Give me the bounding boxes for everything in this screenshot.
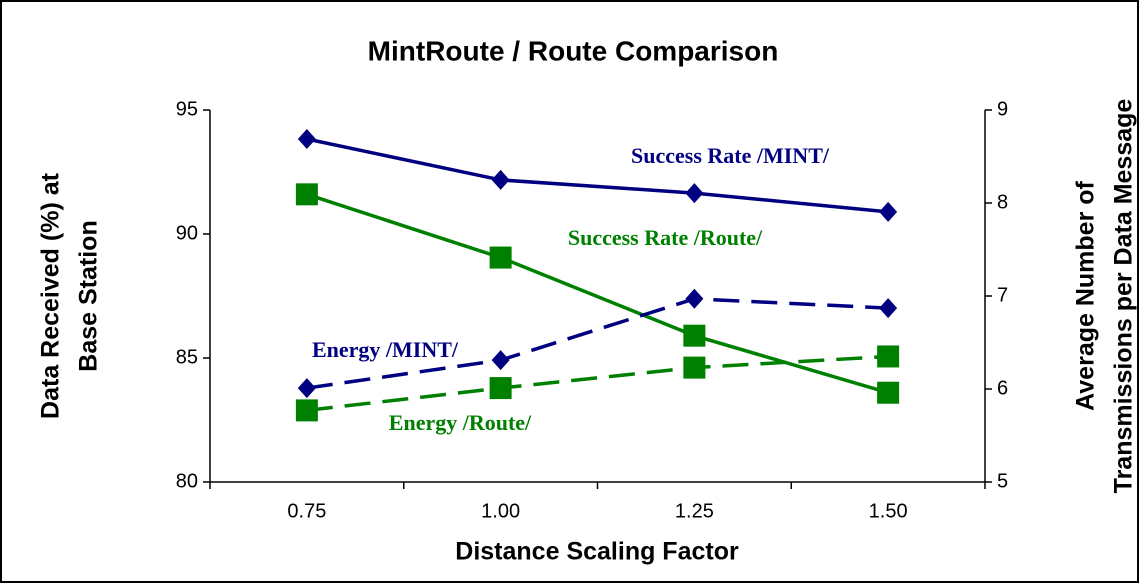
y2-tick-label: 9: [997, 98, 1008, 120]
marker: [295, 399, 318, 422]
marker: [489, 246, 512, 269]
series-line: [306, 297, 889, 390]
marker: [295, 183, 318, 206]
series-line: [306, 192, 889, 395]
marker: [491, 350, 510, 371]
marker: [877, 345, 900, 368]
y2-axis-title-line: Average Number of: [1072, 180, 1100, 410]
marker: [489, 377, 512, 400]
series-label: Energy /MINT/: [312, 337, 459, 362]
x-tick-label: 1.25: [675, 500, 714, 522]
x-tick-label: 1.00: [481, 500, 520, 522]
marker: [877, 381, 900, 404]
y2-tick-label: 6: [997, 377, 1008, 399]
y-tick-label: 95: [176, 98, 198, 120]
y-axis-title: Data Received (%) at Base Station: [37, 172, 103, 419]
y2-tick-label: 8: [997, 191, 1008, 213]
marker: [683, 324, 706, 347]
y2-axis-title-line: Transmissions per Data Message: [1110, 99, 1138, 494]
series-label: Success Rate /MINT/: [631, 143, 830, 168]
chart-title: MintRoute / Route Comparison: [368, 35, 779, 66]
marker: [879, 201, 898, 222]
marker: [685, 288, 704, 309]
y-tick-label: 85: [176, 346, 198, 368]
marker: [297, 129, 316, 150]
y-axis-title-line: Data Received (%) at: [37, 172, 65, 419]
series-label: Energy /Route/: [389, 410, 532, 435]
marker: [683, 356, 706, 379]
series-line: [306, 354, 889, 413]
x-tick-label: 1.50: [869, 500, 908, 522]
y2-axis-title: Average Number of Transmissions per Data…: [1072, 99, 1138, 494]
y-axis-title-line: Base Station: [75, 220, 103, 371]
x-axis-title: Distance Scaling Factor: [455, 538, 739, 566]
marker: [685, 183, 704, 204]
y2-tick-label: 7: [997, 284, 1008, 306]
x-tick-label: 0.75: [287, 500, 326, 522]
y-tick-label: 80: [176, 470, 198, 492]
y2-tick-label: 5: [997, 470, 1008, 492]
marker: [879, 298, 898, 319]
y-tick-label: 90: [176, 222, 198, 244]
marker: [297, 378, 316, 399]
marker: [491, 169, 510, 190]
series-label: Success Rate /Route/: [568, 225, 763, 250]
series-line: [306, 137, 889, 214]
